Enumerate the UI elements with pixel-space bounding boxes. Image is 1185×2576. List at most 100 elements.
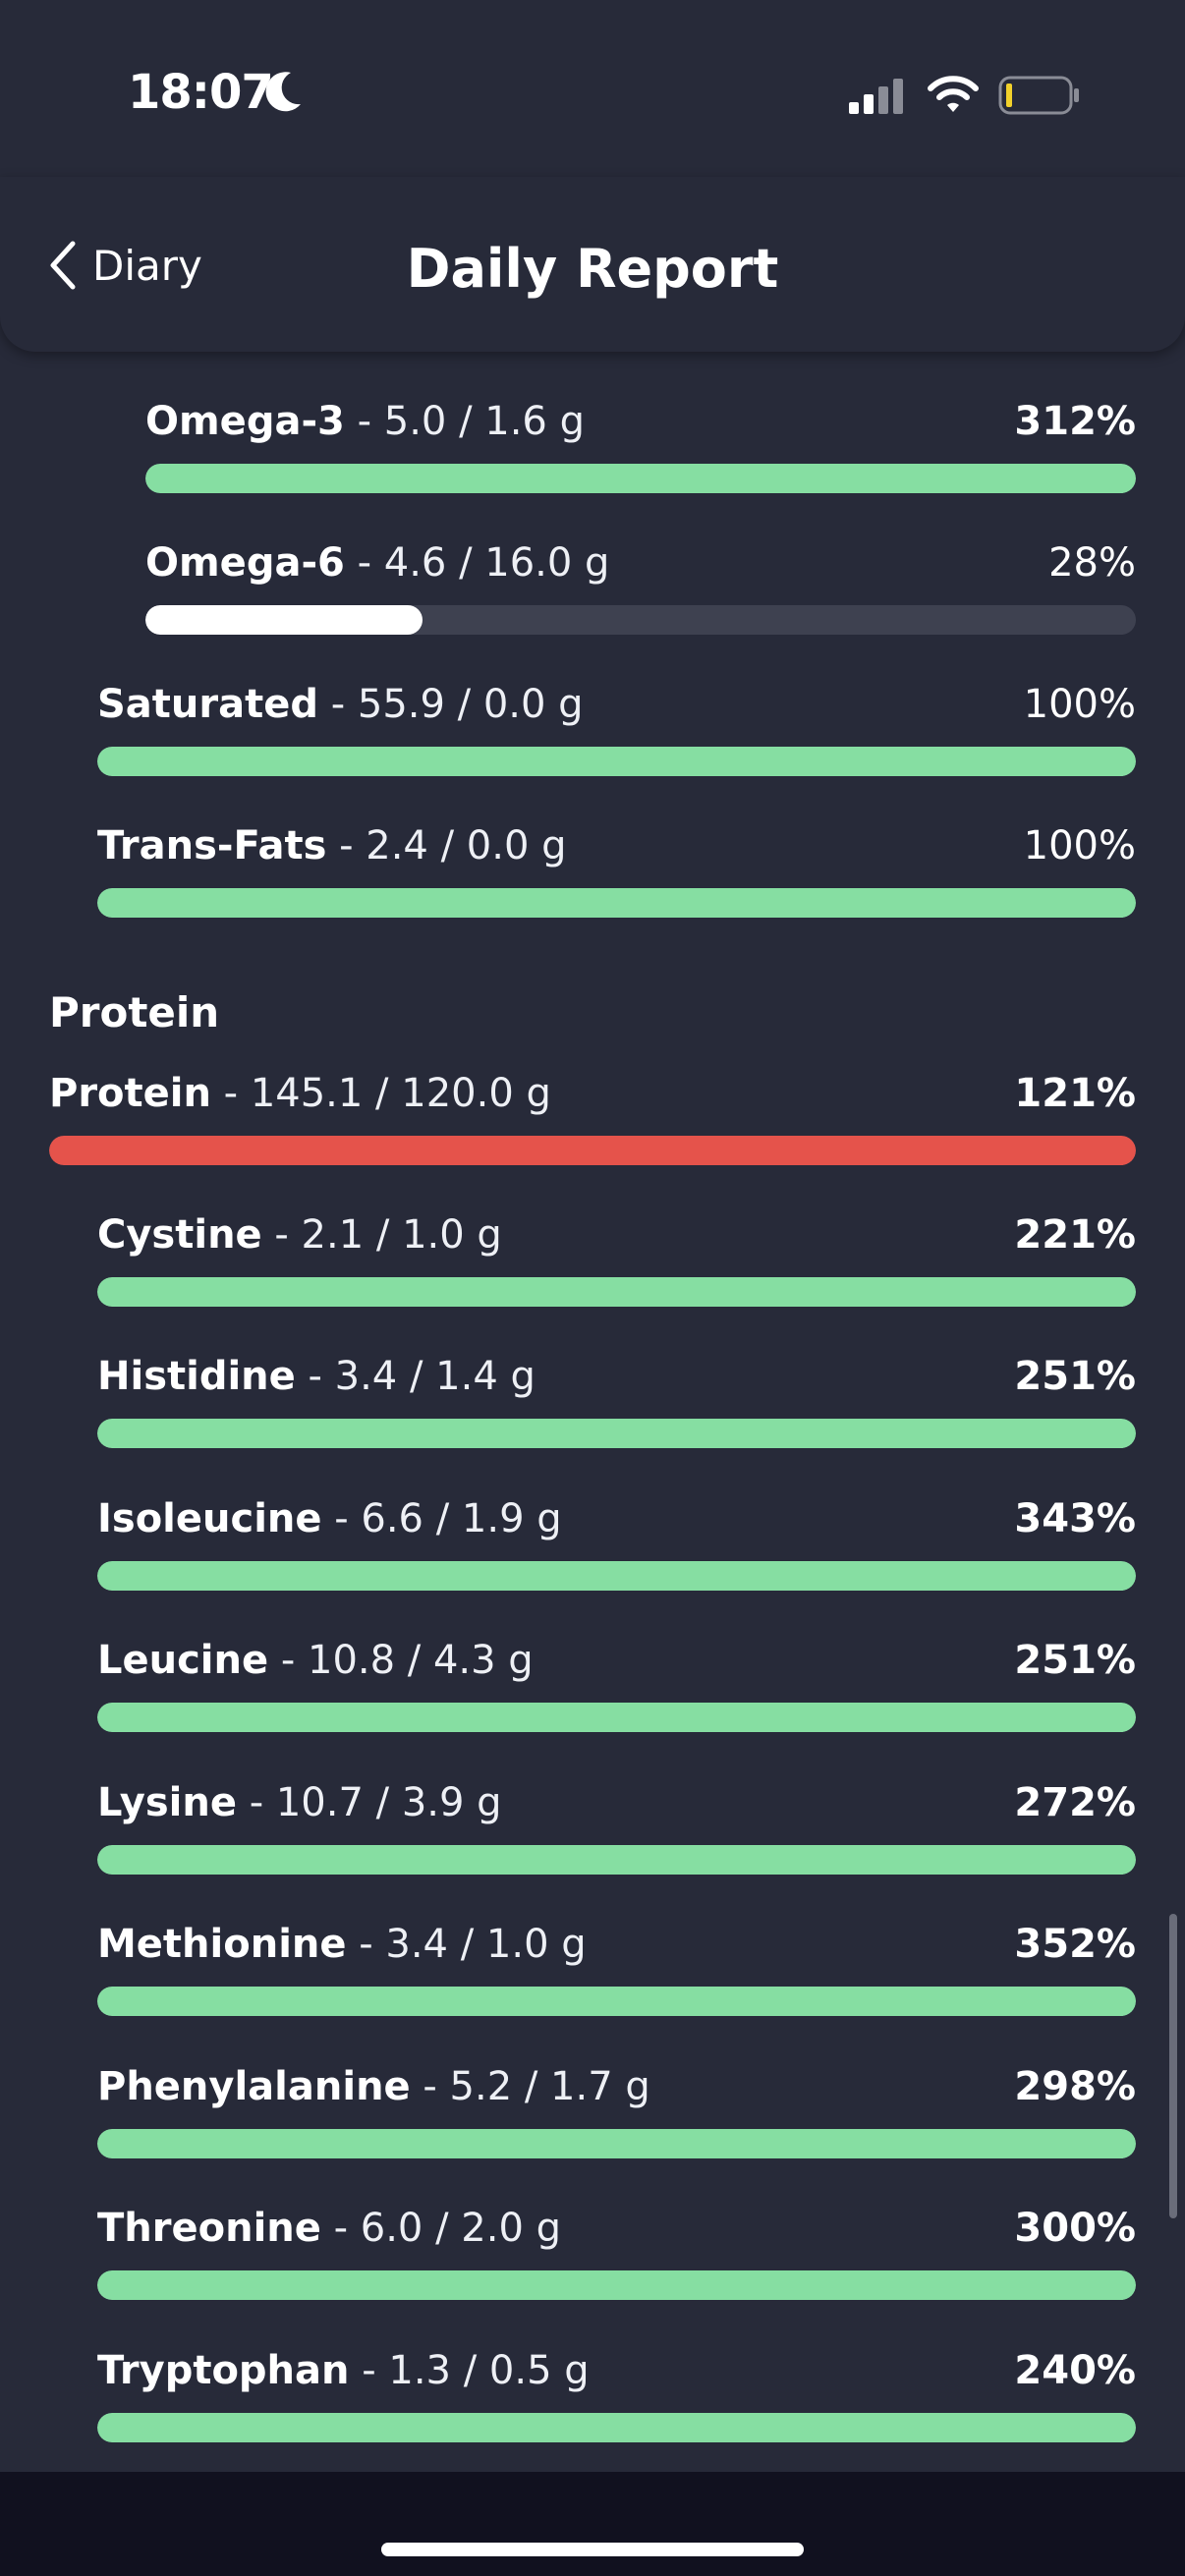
nutrient-row-cystine: Cystine - 2.1 / 1.0 g 221% xyxy=(0,1212,1185,1320)
home-indicator-area xyxy=(0,2472,1185,2576)
nutrient-amount: - 4.6 / 16.0 g xyxy=(344,540,610,586)
nutrient-percent: 100% xyxy=(1023,823,1136,868)
nutrient-amount: - 3.4 / 1.0 g xyxy=(346,1922,587,1967)
progress-bar xyxy=(97,888,1136,918)
nutrient-amount: - 6.6 / 1.9 g xyxy=(321,1496,562,1541)
progress-fill xyxy=(97,1561,1136,1591)
nutrient-row-leucine: Leucine - 10.8 / 4.3 g 251% xyxy=(0,1638,1185,1746)
nutrient-amount: - 1.3 / 0.5 g xyxy=(349,2348,590,2393)
nutrient-name: Saturated xyxy=(97,682,318,727)
nutrient-name: Omega-6 xyxy=(145,540,345,586)
nutrient-percent: 312% xyxy=(1014,399,1136,444)
nutrient-percent: 272% xyxy=(1014,1780,1136,1825)
progress-fill xyxy=(97,2270,1136,2300)
progress-fill xyxy=(49,1136,1136,1165)
nutrient-percent: 28% xyxy=(1048,540,1136,586)
nutrient-percent: 251% xyxy=(1014,1354,1136,1399)
nutrient-name: Isoleucine xyxy=(97,1496,322,1541)
progress-bar xyxy=(97,1703,1136,1732)
progress-fill xyxy=(97,1987,1136,2016)
battery-icon xyxy=(998,75,1081,120)
nutrient-amount: - 6.0 / 2.0 g xyxy=(320,2206,561,2251)
progress-fill xyxy=(97,1277,1136,1307)
progress-fill xyxy=(97,888,1136,918)
home-indicator[interactable] xyxy=(381,2543,804,2556)
nutrient-amount: - 3.4 / 1.4 g xyxy=(295,1354,536,1399)
progress-fill xyxy=(97,1419,1136,1448)
nutrient-amount: - 145.1 / 120.0 g xyxy=(210,1071,551,1116)
page-title: Daily Report xyxy=(406,238,779,300)
nutrient-percent: 100% xyxy=(1023,682,1136,727)
do-not-disturb-moon-icon xyxy=(263,69,305,118)
nutrient-row-isoleucine: Isoleucine - 6.6 / 1.9 g 343% xyxy=(0,1496,1185,1604)
progress-bar xyxy=(97,747,1136,776)
nutrient-name: Omega-3 xyxy=(145,399,345,444)
nutrient-percent: 240% xyxy=(1014,2348,1136,2393)
nutrient-label: Trans-Fats - 2.4 / 0.0 g xyxy=(97,823,567,868)
nutrient-row-omega-3: Omega-3 - 5.0 / 1.6 g 312% xyxy=(0,399,1185,507)
section-title-protein: Protein xyxy=(49,988,220,1036)
back-button[interactable]: Diary xyxy=(47,240,202,291)
status-bar: 18:07 xyxy=(0,0,1185,196)
nutrient-percent: 343% xyxy=(1014,1496,1136,1541)
nutrient-amount: - 2.4 / 0.0 g xyxy=(326,823,567,868)
nutrient-label: Lysine - 10.7 / 3.9 g xyxy=(97,1780,502,1825)
nutrient-percent: 298% xyxy=(1014,2064,1136,2109)
nutrient-amount: - 10.8 / 4.3 g xyxy=(268,1638,534,1683)
nav-header: Diary Daily Report xyxy=(0,177,1185,352)
nutrient-name: Protein xyxy=(49,1071,211,1116)
nutrient-row-lysine: Lysine - 10.7 / 3.9 g 272% xyxy=(0,1780,1185,1888)
nutrient-percent: 300% xyxy=(1014,2206,1136,2251)
nutrient-amount: - 2.1 / 1.0 g xyxy=(261,1212,502,1258)
nutrient-label: Histidine - 3.4 / 1.4 g xyxy=(97,1354,536,1399)
nutrient-percent: 251% xyxy=(1014,1638,1136,1683)
nutrient-name: Trans-Fats xyxy=(97,823,327,868)
progress-fill xyxy=(97,1703,1136,1732)
nutrient-amount: - 10.7 / 3.9 g xyxy=(236,1780,502,1825)
progress-bar xyxy=(97,1561,1136,1591)
nutrient-row-omega-6: Omega-6 - 4.6 / 16.0 g 28% xyxy=(0,540,1185,648)
status-time: 18:07 xyxy=(128,65,274,120)
nutrient-row-threonine: Threonine - 6.0 / 2.0 g 300% xyxy=(0,2206,1185,2314)
nutrient-label: Isoleucine - 6.6 / 1.9 g xyxy=(97,1496,562,1541)
progress-bar xyxy=(97,1277,1136,1307)
progress-fill xyxy=(145,464,1136,493)
scrollbar[interactable] xyxy=(1169,1914,1177,2218)
progress-bar xyxy=(97,1419,1136,1448)
progress-bar xyxy=(97,2129,1136,2158)
nutrient-percent: 121% xyxy=(1014,1071,1136,1116)
nutrient-label: Threonine - 6.0 / 2.0 g xyxy=(97,2206,561,2251)
nutrient-label: Cystine - 2.1 / 1.0 g xyxy=(97,1212,502,1258)
nutrient-label: Protein - 145.1 / 120.0 g xyxy=(49,1071,551,1116)
nutrient-label: Tryptophan - 1.3 / 0.5 g xyxy=(97,2348,590,2393)
nutrient-name: Lysine xyxy=(97,1780,237,1825)
progress-fill xyxy=(145,605,423,635)
wifi-icon xyxy=(928,75,979,118)
nutrient-label: Phenylalanine - 5.2 / 1.7 g xyxy=(97,2064,650,2109)
nutrient-row-methionine: Methionine - 3.4 / 1.0 g 352% xyxy=(0,1922,1185,2030)
nutrient-name: Threonine xyxy=(97,2206,321,2251)
progress-bar xyxy=(49,1136,1136,1165)
cellular-signal-icon xyxy=(847,77,906,120)
nutrient-label: Methionine - 3.4 / 1.0 g xyxy=(97,1922,587,1967)
nutrient-amount: - 5.0 / 1.6 g xyxy=(344,399,585,444)
nutrient-row-trans-fats: Trans-Fats - 2.4 / 0.0 g 100% xyxy=(0,823,1185,931)
progress-bar xyxy=(97,2413,1136,2442)
progress-bar xyxy=(145,464,1136,493)
nutrient-name: Tryptophan xyxy=(97,2348,350,2393)
nutrient-row-phenylalanine: Phenylalanine - 5.2 / 1.7 g 298% xyxy=(0,2064,1185,2172)
progress-fill xyxy=(97,1845,1136,1875)
progress-bar xyxy=(145,605,1136,635)
nutrient-row-tryptophan: Tryptophan - 1.3 / 0.5 g 240% xyxy=(0,2348,1185,2456)
chevron-left-icon xyxy=(50,241,76,290)
progress-fill xyxy=(97,2413,1136,2442)
back-button-label: Diary xyxy=(92,241,202,290)
nutrient-label: Leucine - 10.8 / 4.3 g xyxy=(97,1638,534,1683)
nutrient-label: Omega-6 - 4.6 / 16.0 g xyxy=(145,540,609,586)
nutrient-percent: 221% xyxy=(1014,1212,1136,1258)
nutrient-row-histidine: Histidine - 3.4 / 1.4 g 251% xyxy=(0,1354,1185,1462)
progress-bar xyxy=(97,2270,1136,2300)
nutrient-percent: 352% xyxy=(1014,1922,1136,1967)
nutrient-amount: - 5.2 / 1.7 g xyxy=(410,2064,650,2109)
nutrient-name: Leucine xyxy=(97,1638,269,1683)
